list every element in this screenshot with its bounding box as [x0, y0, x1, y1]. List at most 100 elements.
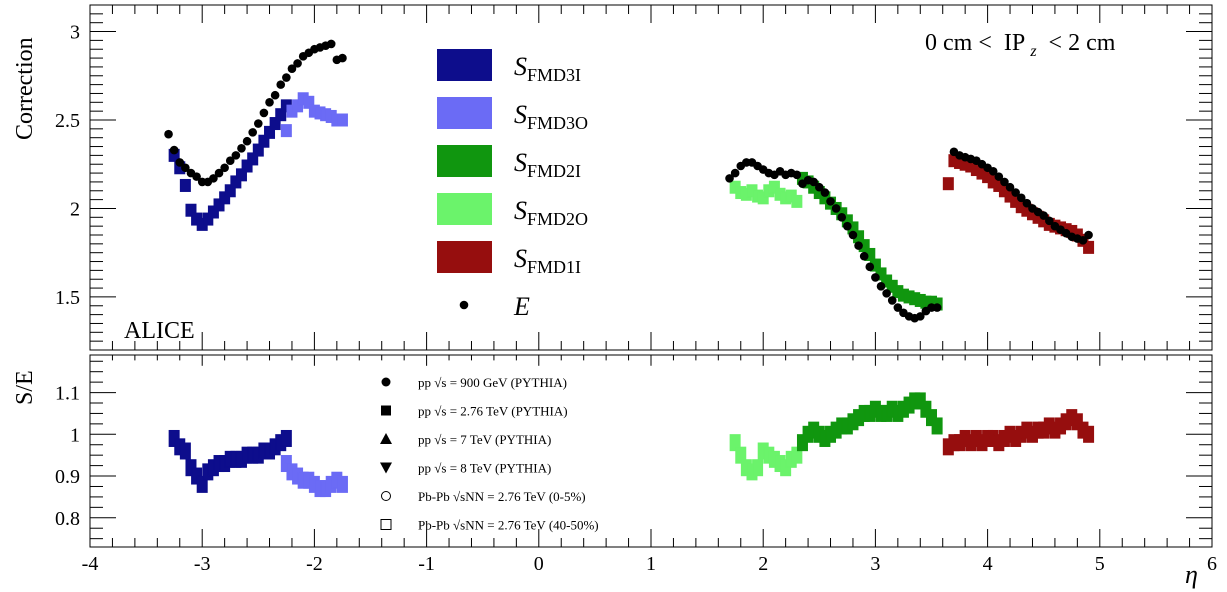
- point-FMD2O: [757, 191, 769, 205]
- point-E: [192, 172, 201, 181]
- bottom-axis-ticks: -4 -3 -2 -1 0 1 2 3 4 5 6 0.8 0.9 1 1.1: [55, 355, 1217, 575]
- legend-label-FMD1I: SFMD1I: [514, 244, 581, 277]
- point-E: [887, 296, 897, 305]
- point-FMD3I: [247, 152, 259, 166]
- point-E: [214, 168, 224, 178]
- experiment-label: ALICE: [124, 318, 195, 344]
- top-y-tick-label: 2.5: [55, 110, 80, 132]
- ratio-point-FMD3O: [336, 475, 348, 493]
- x-tick-label: -2: [306, 553, 323, 575]
- bottom-panel-marks: [168, 392, 1095, 498]
- point-E: [871, 273, 880, 282]
- legend-entry-label: pp √s = 900 GeV (PYTHIA): [418, 375, 567, 390]
- point-FMD3I: [207, 205, 219, 219]
- point-FMD2O: [768, 180, 780, 194]
- point-E: [820, 188, 830, 197]
- point-E: [854, 241, 863, 250]
- legend-circle-open-marker: [381, 491, 391, 501]
- point-E: [994, 172, 1004, 181]
- legend-entry-label: pp √s = 2.76 TeV (PYTHIA): [418, 404, 568, 419]
- x-tick-label: 4: [983, 553, 993, 575]
- point-FMD3O: [303, 95, 315, 109]
- point-FMD3I: [224, 184, 236, 198]
- point-FMD3I: [258, 134, 270, 148]
- top-legend: SFMD3I SFMD3O SFMD2I SFMD2O SFMD1I E: [437, 49, 588, 321]
- point-E: [164, 129, 173, 139]
- bottom-y-axis-label: S/E: [12, 370, 38, 405]
- point-E: [1084, 230, 1093, 240]
- point-FMD3I: [219, 191, 231, 205]
- top-y-tick-label: 1.5: [55, 287, 80, 309]
- point-E: [893, 303, 903, 312]
- point-E: [932, 303, 942, 312]
- legend-swatch-FMD3O: [437, 97, 492, 129]
- point-E: [169, 145, 179, 155]
- ratio-point-FMD3I: [179, 442, 191, 460]
- legend-square-open-marker: [380, 519, 392, 530]
- legend-label-FMD2O: SFMD2O: [514, 196, 588, 229]
- point-E: [815, 182, 824, 192]
- legend-entry-label: pp √s = 7 TeV (PYTHIA): [418, 432, 551, 447]
- ratio-point-FMD3I: [280, 429, 292, 447]
- point-E: [237, 144, 246, 153]
- point-E: [1039, 211, 1048, 220]
- point-E: [831, 204, 841, 213]
- ratio-point-FMD2I: [931, 417, 943, 435]
- point-E: [837, 213, 847, 222]
- top-axis-ticks: 1.5 2 2.5 3: [55, 5, 1213, 350]
- legend-swatch-FMD2I: [437, 145, 492, 177]
- top-panel-marks: [164, 39, 1095, 323]
- point-FMD3I: [269, 117, 281, 131]
- cut-label-prefix: 0 cm <: [925, 30, 992, 56]
- point-E: [1045, 216, 1054, 226]
- point-E: [259, 108, 269, 118]
- x-tick-label: -4: [82, 553, 99, 575]
- point-FMD3O: [292, 99, 304, 113]
- x-tick-label: 2: [758, 553, 768, 575]
- point-E: [181, 163, 190, 173]
- point-FMD3I: [185, 203, 197, 217]
- point-E: [265, 98, 274, 107]
- legend-swatch-FMD3I: [437, 49, 492, 81]
- point-E: [1005, 182, 1015, 192]
- top-y-axis-label: Correction: [12, 37, 38, 140]
- point-FMD3I: [230, 175, 242, 189]
- point-E: [270, 90, 280, 100]
- point-E: [882, 289, 891, 298]
- x-tick-label: -1: [418, 553, 435, 575]
- point-E: [859, 251, 869, 261]
- bottom-y-tick-label: 1: [70, 424, 80, 446]
- point-E: [730, 168, 740, 178]
- legend-swatch-FMD2O: [437, 193, 492, 225]
- legend-swatch-FMD1I: [437, 241, 492, 273]
- point-E: [865, 262, 875, 272]
- top-y-tick-label: 2: [70, 198, 80, 220]
- point-E: [282, 73, 291, 82]
- point-E: [809, 177, 818, 187]
- point-E: [338, 53, 347, 63]
- point-E: [1016, 193, 1026, 203]
- point-E: [225, 156, 235, 165]
- point-FMD3I: [202, 212, 214, 226]
- point-FMD3O: [280, 124, 292, 138]
- bottom-y-tick-label: 0.9: [55, 466, 80, 488]
- point-E: [253, 119, 263, 128]
- x-tick-label: 6: [1207, 553, 1217, 575]
- cut-label: 0 cm < IP z < 2 cm: [925, 30, 1116, 62]
- ratio-point-FMD1I: [1083, 425, 1095, 443]
- point-E: [1000, 177, 1009, 187]
- ratio-point-FMD2O: [752, 459, 764, 477]
- point-FMD1I: [1083, 240, 1095, 254]
- point-E: [876, 282, 886, 291]
- legend-label-E: E: [513, 292, 530, 321]
- point-E: [848, 230, 858, 240]
- legend-triangle-down-marker: [380, 462, 392, 474]
- top-panel-frame: [89, 4, 1213, 351]
- point-FMD2O: [791, 194, 803, 208]
- point-E: [915, 312, 925, 321]
- legend-marker-E: [459, 300, 469, 310]
- point-FMD3I: [252, 143, 264, 157]
- point-E: [792, 170, 802, 180]
- point-FMD3I: [213, 198, 225, 212]
